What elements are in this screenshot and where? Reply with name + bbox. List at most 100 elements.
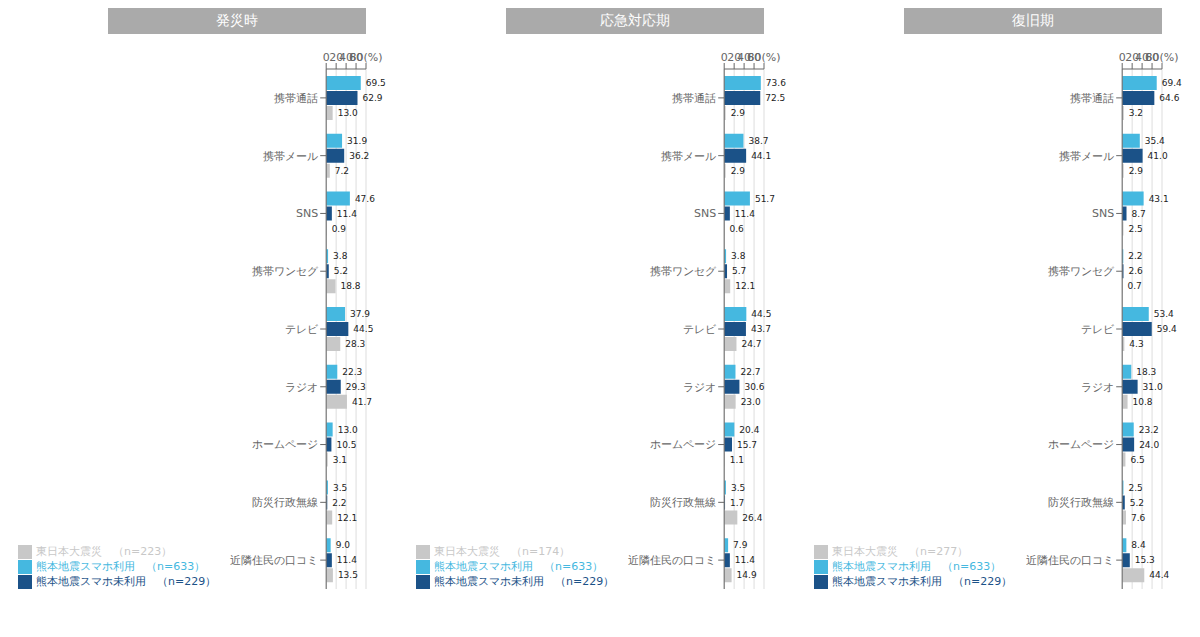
svg-text:近隣住民の口コミ: 近隣住民の口コミ — [230, 554, 318, 567]
svg-text:41.7: 41.7 — [352, 397, 372, 407]
svg-text:15.7: 15.7 — [737, 440, 757, 450]
svg-text:0.7: 0.7 — [1128, 281, 1142, 291]
svg-text:69.4: 69.4 — [1162, 78, 1182, 88]
svg-text:29.3: 29.3 — [346, 382, 366, 392]
svg-text:22.7: 22.7 — [740, 367, 760, 377]
svg-text:3.5: 3.5 — [333, 483, 347, 493]
svg-text:近隣住民の口コミ: 近隣住民の口コミ — [1026, 554, 1114, 567]
svg-text:41.0: 41.0 — [1148, 151, 1168, 161]
svg-text:5.2: 5.2 — [1130, 498, 1144, 508]
svg-text:11.4: 11.4 — [337, 555, 357, 565]
svg-text:20.4: 20.4 — [739, 425, 759, 435]
svg-text:3.8: 3.8 — [333, 251, 348, 261]
svg-text:13.0: 13.0 — [338, 425, 358, 435]
svg-text:携帯通話: 携帯通話 — [1070, 92, 1114, 105]
svg-text:7.2: 7.2 — [335, 166, 349, 176]
svg-text:2.6: 2.6 — [1128, 266, 1143, 276]
svg-text:36.2: 36.2 — [349, 151, 369, 161]
svg-text:15.3: 15.3 — [1135, 555, 1155, 565]
svg-text:62.9: 62.9 — [362, 93, 382, 103]
svg-text:3.5: 3.5 — [731, 483, 745, 493]
svg-text:8.7: 8.7 — [1132, 209, 1146, 219]
svg-text:携帯メール: 携帯メール — [263, 150, 318, 163]
svg-text:8.4: 8.4 — [1131, 540, 1146, 550]
svg-text:44.5: 44.5 — [751, 309, 771, 319]
svg-text:53.4: 53.4 — [1154, 309, 1174, 319]
svg-text:防災行政無線: 防災行政無線 — [252, 496, 318, 509]
svg-text:38.7: 38.7 — [748, 136, 768, 146]
svg-text:11.4: 11.4 — [735, 209, 755, 219]
svg-text:9.0: 9.0 — [336, 540, 351, 550]
svg-text:44.1: 44.1 — [751, 151, 771, 161]
svg-text:72.5: 72.5 — [765, 93, 785, 103]
svg-text:テレビ: テレビ — [1081, 323, 1115, 336]
svg-text:22.3: 22.3 — [342, 367, 362, 377]
svg-text:73.6: 73.6 — [766, 78, 786, 88]
svg-text:携帯ワンセグ: 携帯ワンセグ — [1048, 265, 1115, 278]
svg-text:3.2: 3.2 — [1129, 108, 1143, 118]
svg-text:80(%): 80(%) — [349, 51, 382, 64]
svg-text:59.4: 59.4 — [1157, 324, 1177, 334]
svg-text:13.0: 13.0 — [338, 108, 358, 118]
svg-text:テレビ: テレビ — [285, 323, 319, 336]
svg-text:1.1: 1.1 — [730, 455, 744, 465]
svg-text:防災行政無線: 防災行政無線 — [650, 496, 716, 509]
svg-text:携帯ワンセグ: 携帯ワンセグ — [252, 265, 319, 278]
svg-text:4.3: 4.3 — [1129, 339, 1143, 349]
svg-text:0.6: 0.6 — [729, 224, 744, 234]
svg-text:30.6: 30.6 — [744, 382, 764, 392]
svg-text:携帯メール: 携帯メール — [1059, 150, 1114, 163]
svg-text:44.5: 44.5 — [353, 324, 373, 334]
svg-text:51.7: 51.7 — [755, 194, 775, 204]
svg-text:64.6: 64.6 — [1159, 93, 1179, 103]
svg-text:80(%): 80(%) — [747, 51, 780, 64]
svg-text:2.2: 2.2 — [332, 498, 346, 508]
svg-text:近隣住民の口コミ: 近隣住民の口コミ — [628, 554, 716, 567]
svg-text:ホームページ: ホームページ — [1048, 438, 1114, 451]
svg-text:携帯メール: 携帯メール — [661, 150, 716, 163]
svg-text:ホームページ: ホームページ — [650, 438, 716, 451]
svg-text:11.4: 11.4 — [735, 555, 755, 565]
svg-text:31.0: 31.0 — [1143, 382, 1163, 392]
svg-text:テレビ: テレビ — [683, 323, 717, 336]
svg-text:26.4: 26.4 — [742, 513, 762, 523]
svg-text:24.7: 24.7 — [741, 339, 761, 349]
svg-text:2.9: 2.9 — [1129, 166, 1144, 176]
svg-text:1.7: 1.7 — [730, 498, 744, 508]
svg-text:5.2: 5.2 — [334, 266, 348, 276]
svg-text:5.7: 5.7 — [732, 266, 746, 276]
svg-text:24.0: 24.0 — [1139, 440, 1159, 450]
svg-text:69.5: 69.5 — [366, 78, 386, 88]
svg-text:10.8: 10.8 — [1133, 397, 1153, 407]
svg-text:ラジオ: ラジオ — [683, 381, 716, 394]
svg-text:18.8: 18.8 — [341, 281, 361, 291]
svg-text:80(%): 80(%) — [1145, 51, 1178, 64]
svg-text:12.1: 12.1 — [735, 281, 755, 291]
svg-text:7.6: 7.6 — [1131, 513, 1146, 523]
svg-text:47.6: 47.6 — [355, 194, 375, 204]
svg-text:SNS: SNS — [694, 207, 716, 220]
svg-text:43.7: 43.7 — [751, 324, 771, 334]
svg-text:23.0: 23.0 — [741, 397, 761, 407]
svg-text:7.9: 7.9 — [733, 540, 748, 550]
svg-text:31.9: 31.9 — [347, 136, 367, 146]
svg-text:2.5: 2.5 — [1128, 483, 1142, 493]
svg-text:携帯ワンセグ: 携帯ワンセグ — [650, 265, 717, 278]
svg-text:携帯通話: 携帯通話 — [274, 92, 318, 105]
svg-text:43.1: 43.1 — [1149, 194, 1169, 204]
svg-text:28.3: 28.3 — [345, 339, 365, 349]
svg-text:37.9: 37.9 — [350, 309, 370, 319]
svg-text:23.2: 23.2 — [1139, 425, 1159, 435]
svg-text:ラジオ: ラジオ — [285, 381, 318, 394]
svg-text:携帯通話: 携帯通話 — [672, 92, 716, 105]
svg-text:2.9: 2.9 — [731, 166, 746, 176]
svg-text:0.9: 0.9 — [332, 224, 347, 234]
svg-text:3.8: 3.8 — [731, 251, 746, 261]
svg-text:18.3: 18.3 — [1136, 367, 1156, 377]
svg-text:12.1: 12.1 — [337, 513, 357, 523]
svg-text:10.5: 10.5 — [336, 440, 356, 450]
svg-text:14.9: 14.9 — [737, 570, 757, 580]
svg-text:44.4: 44.4 — [1149, 570, 1169, 580]
svg-text:13.5: 13.5 — [338, 570, 358, 580]
svg-text:SNS: SNS — [1092, 207, 1114, 220]
